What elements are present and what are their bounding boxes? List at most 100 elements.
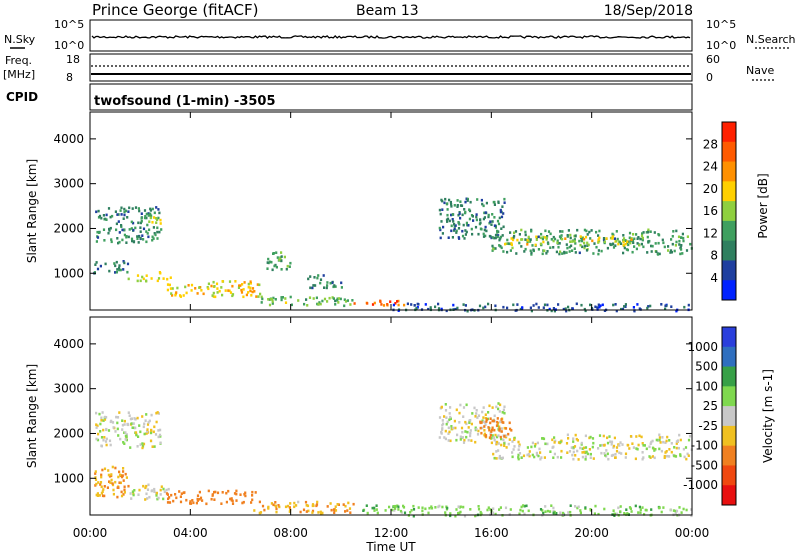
colorbar-segment <box>722 181 736 202</box>
scatter-cell <box>494 233 498 237</box>
scatter-cell <box>553 452 556 456</box>
colorbar-segment <box>722 406 736 427</box>
scatter-cell <box>258 511 261 515</box>
scatter-cell <box>552 246 555 249</box>
scatter-cell <box>565 442 569 445</box>
scatter-cell <box>279 257 282 260</box>
scatter-cell <box>410 509 413 512</box>
scatter-cell <box>501 411 504 414</box>
scatter-cell <box>535 451 538 455</box>
scatter-cell <box>115 228 118 232</box>
scatter-cell <box>100 444 103 448</box>
scatter-cell <box>97 432 100 436</box>
scatter-cell <box>331 281 334 285</box>
scatter-cell <box>244 494 247 498</box>
scatter-cell <box>638 243 641 247</box>
scatter-cell <box>415 307 418 310</box>
scatter-cell <box>489 220 492 223</box>
scatter-cell <box>546 235 549 238</box>
scatter-cell <box>468 421 471 424</box>
scatter-cell <box>451 236 454 239</box>
scatter-cell <box>591 437 595 440</box>
scatter-cell <box>507 242 510 245</box>
scatter-cell <box>665 439 668 443</box>
scatter-cell <box>641 451 644 454</box>
scatter-cell <box>283 255 286 259</box>
scatter-cell <box>605 237 608 240</box>
scatter-cell <box>572 457 575 461</box>
scatter-cell <box>132 228 135 232</box>
scatter-cell <box>649 304 652 308</box>
scatter-cell <box>620 307 623 311</box>
scatter-cell <box>482 217 485 221</box>
scatter-cell <box>658 506 661 510</box>
scatter-cell <box>576 449 579 453</box>
scatter-cell <box>508 421 511 425</box>
scatter-cell <box>670 305 673 308</box>
scatter-cell <box>489 421 492 425</box>
scatter-cell <box>196 497 199 501</box>
scatter-cell <box>103 494 106 498</box>
scatter-cell <box>295 504 298 507</box>
scatter-cell <box>478 304 482 308</box>
scatter-cell <box>450 224 453 228</box>
scatter-cell <box>437 505 440 509</box>
scatter-cell <box>443 415 446 418</box>
scatter-cell <box>184 285 187 289</box>
scatter-cell <box>544 236 547 239</box>
scatter-cell <box>131 490 134 493</box>
scatter-cell <box>477 232 480 236</box>
scatter-cell <box>123 210 126 214</box>
scatter-cell <box>151 221 154 224</box>
scatter-cell <box>120 225 123 228</box>
scatter-cell <box>469 200 472 204</box>
scatter-cell <box>599 444 602 447</box>
scatter-cell <box>250 501 253 504</box>
scatter-cell <box>495 442 498 446</box>
colorbar-segment <box>722 201 736 222</box>
scatter-cell <box>100 475 103 479</box>
noise-sky-line <box>91 34 691 39</box>
scatter-cell <box>465 403 468 407</box>
scatter-cell <box>144 215 147 218</box>
scatter-cell <box>142 425 145 429</box>
scatter-cell <box>612 446 615 449</box>
scatter-cell <box>136 279 139 283</box>
scatter-cell <box>116 495 119 499</box>
scatter-cell <box>553 309 556 313</box>
scatter-cell <box>517 457 520 461</box>
scatter-cell <box>476 198 479 201</box>
scatter-cell <box>96 492 99 495</box>
freq-panel: Freq. [MHz] 18 8 Nave 60 0 <box>3 53 776 84</box>
scatter-cell <box>142 442 146 446</box>
scatter-cell <box>494 304 497 308</box>
scatter-cell <box>118 268 121 272</box>
scatter-cell <box>336 503 339 506</box>
scatter-cell <box>317 274 320 277</box>
scatter-cell <box>453 222 456 226</box>
scatter-cell <box>589 456 592 459</box>
scatter-cell <box>299 510 302 514</box>
scatter-cell <box>284 301 288 304</box>
scatter-cell <box>655 438 658 442</box>
scatter-cell <box>603 240 606 243</box>
scatter-cell <box>168 283 171 287</box>
scatter-cell <box>607 457 610 461</box>
scatter-cell <box>124 209 128 213</box>
scatter-cell <box>313 276 316 279</box>
scatter-cell <box>123 261 126 265</box>
scatter-cell <box>658 233 661 237</box>
scatter-cell <box>159 428 162 432</box>
scatter-cell <box>458 506 461 509</box>
scatter-cell <box>493 414 496 418</box>
scatter-cell <box>606 452 609 456</box>
scatter-cell <box>351 299 354 302</box>
scatter-cell <box>221 280 224 283</box>
scatter-cell <box>467 438 470 442</box>
scatter-cell <box>555 250 558 254</box>
scatter-cell <box>557 441 561 444</box>
freq-tick-low: 8 <box>66 71 73 84</box>
scatter-cell <box>530 445 533 449</box>
scatter-cell <box>121 228 124 232</box>
